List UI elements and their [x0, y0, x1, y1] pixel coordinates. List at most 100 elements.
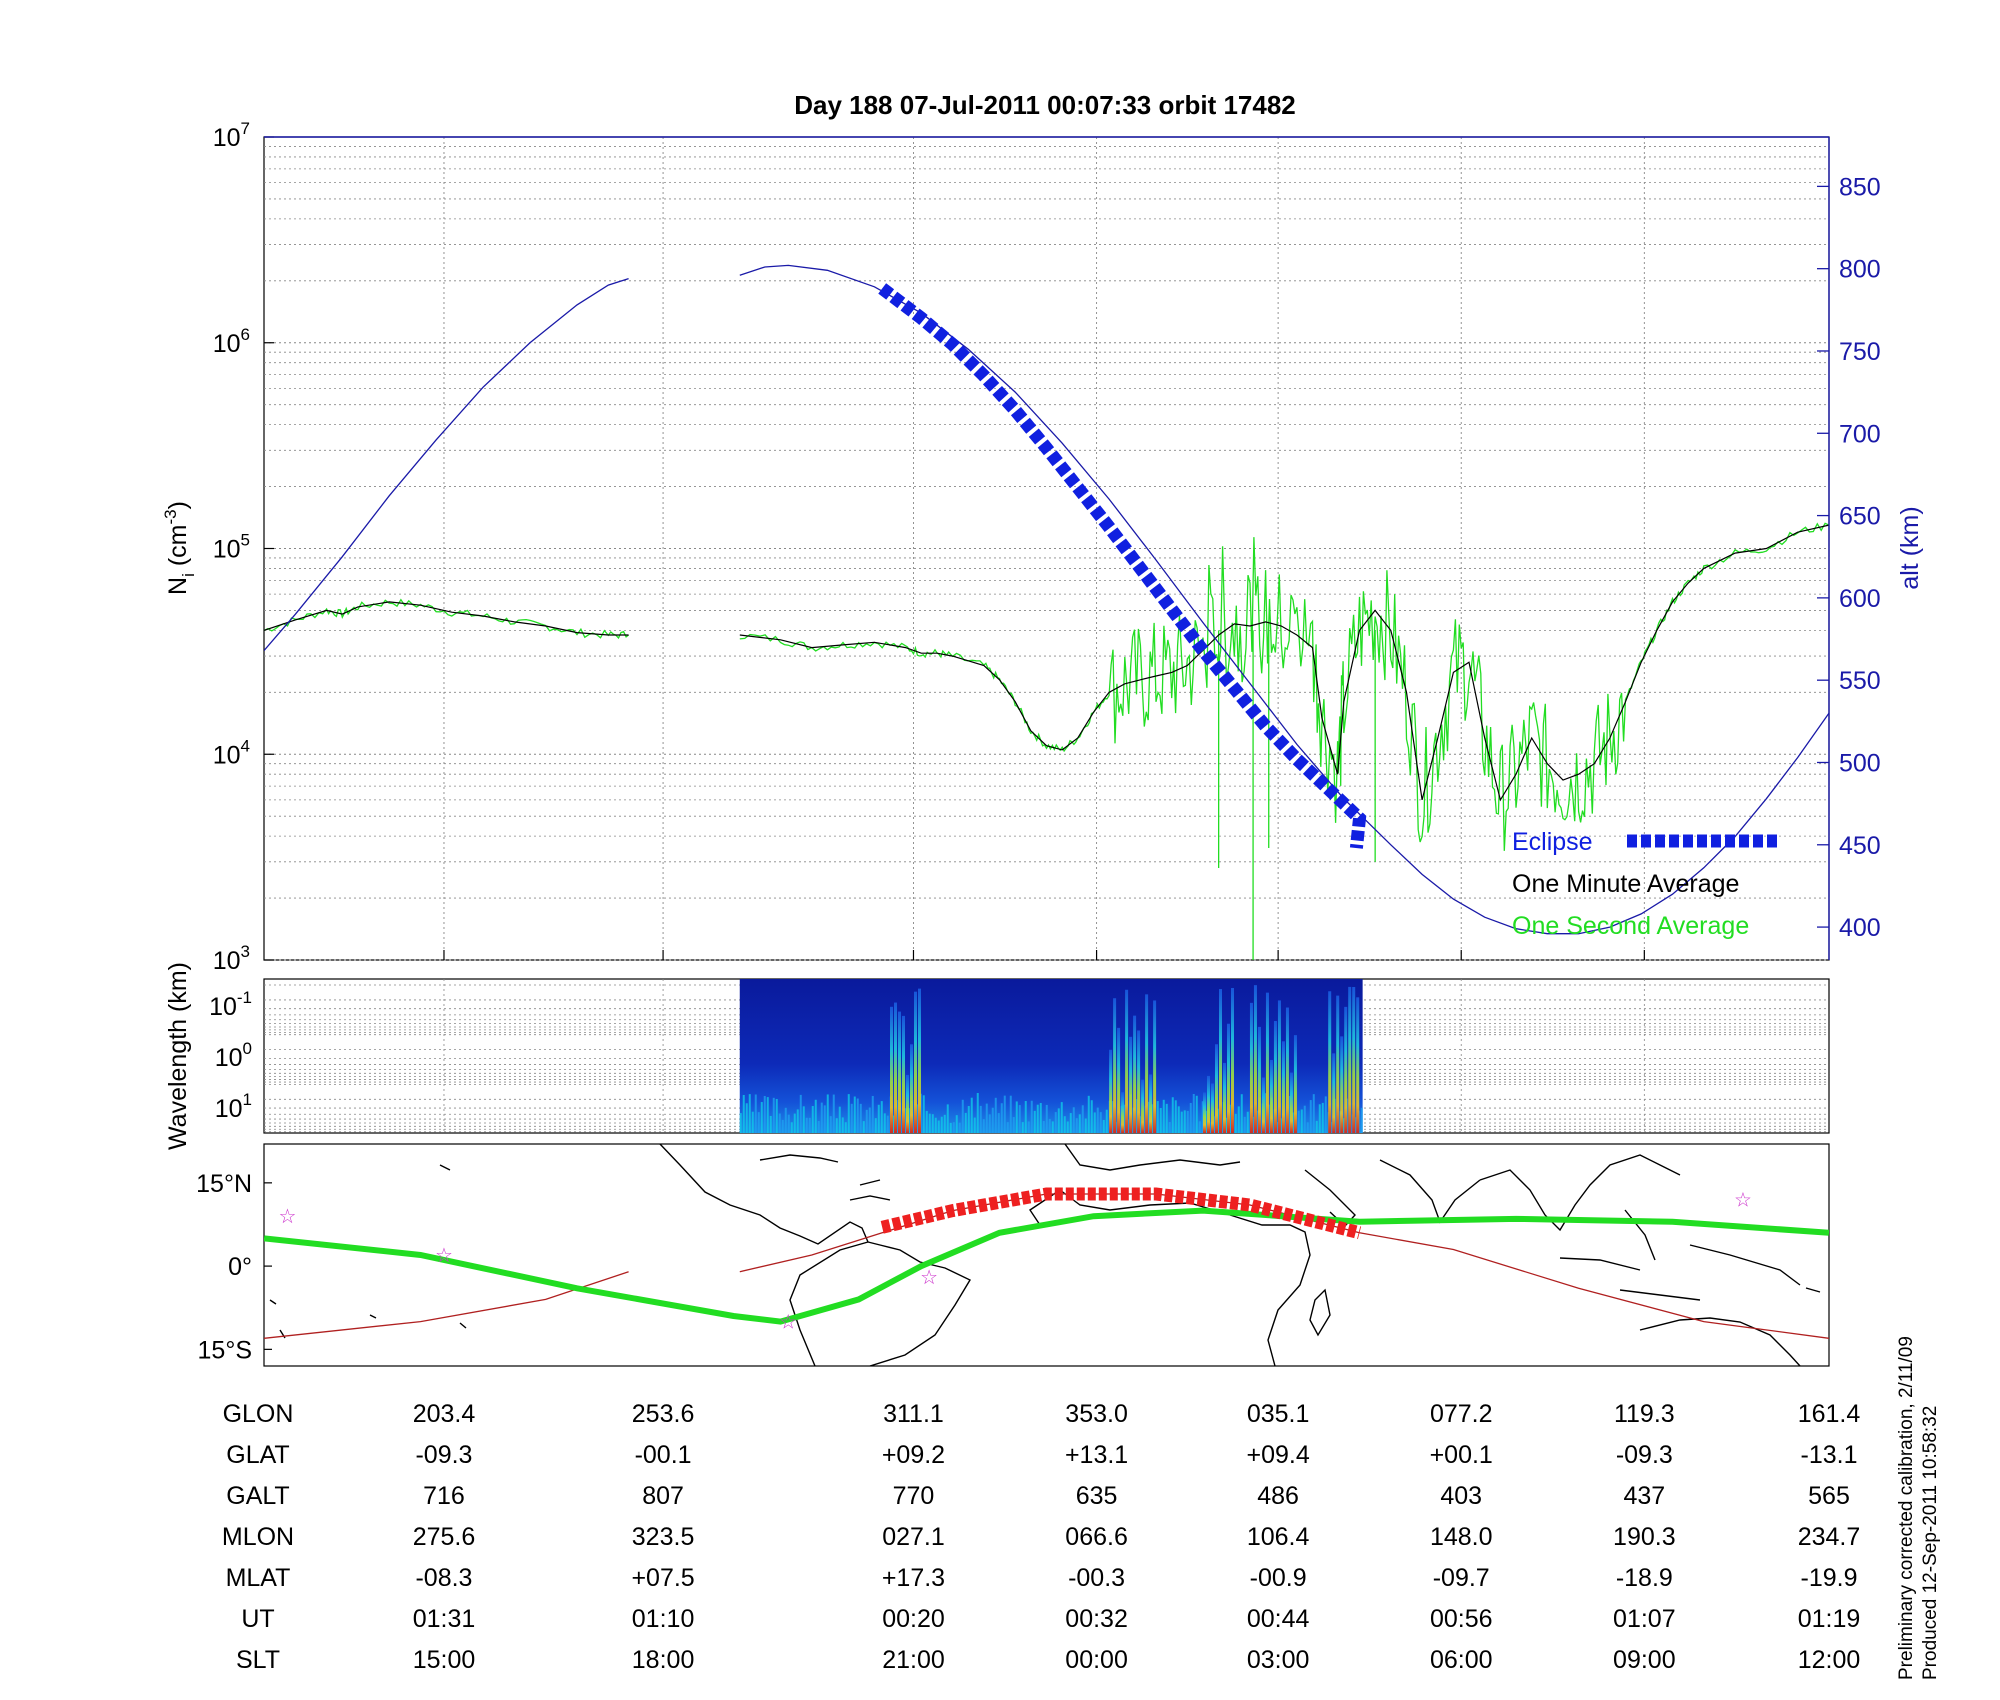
- table-cell: +00.1: [1430, 1441, 1493, 1469]
- table-cell: 148.0: [1430, 1523, 1493, 1551]
- table-cell: +07.5: [631, 1564, 694, 1592]
- spectrogram-column: [1165, 1103, 1168, 1133]
- table-row-label: GLON: [223, 1400, 294, 1428]
- density-series: [264, 264, 1829, 960]
- spectrogram-column: [1009, 1095, 1012, 1133]
- table-cell: 03:00: [1247, 1646, 1310, 1674]
- spectrogram-column: [970, 1097, 973, 1133]
- spectrogram-column: [1225, 1117, 1228, 1133]
- spectrogram-column: [1012, 1117, 1015, 1133]
- spectrogram-active-column: [1113, 998, 1117, 1133]
- density-tick-label: 104: [213, 736, 250, 769]
- spectrogram-active-column: [1277, 1000, 1281, 1133]
- orbit-ground-track: [264, 1271, 629, 1339]
- spectrogram-column: [1330, 1121, 1333, 1133]
- spectrogram-column: [802, 1106, 805, 1133]
- table-cell: +09.4: [1246, 1441, 1309, 1469]
- spectrogram-column: [883, 1113, 886, 1133]
- table-cell: +09.2: [882, 1441, 945, 1469]
- legend-eclipse-label: Eclipse: [1512, 828, 1593, 856]
- spectrogram-active-column: [1253, 985, 1257, 1133]
- spectrogram-column: [844, 1122, 847, 1133]
- spectrogram-column: [1135, 1099, 1138, 1133]
- spectrogram-active-column: [1281, 1041, 1285, 1133]
- spectrogram-column: [745, 1103, 748, 1133]
- spectrogram-column: [1066, 1121, 1069, 1133]
- table-cell: 01:19: [1798, 1605, 1861, 1633]
- spectrogram-column: [760, 1102, 763, 1133]
- spectrogram-column: [820, 1102, 823, 1133]
- table-cell: 00:44: [1247, 1605, 1310, 1633]
- spectrogram-column: [931, 1114, 934, 1133]
- altitude-tick-label: 450: [1839, 832, 1881, 860]
- spectrogram-active-column: [1125, 989, 1129, 1133]
- table-cell: 15:00: [413, 1646, 476, 1674]
- spectrogram-column: [1078, 1114, 1081, 1133]
- spectrogram-column: [835, 1118, 838, 1133]
- spectrogram-column: [868, 1107, 871, 1133]
- spectrogram-active-column: [1328, 991, 1332, 1133]
- table-cell: 119.3: [1614, 1400, 1675, 1428]
- spectrogram-column: [1042, 1120, 1045, 1133]
- table-cell: 027.1: [882, 1523, 945, 1551]
- spectrogram-column: [757, 1112, 760, 1133]
- spectrogram-column: [1069, 1113, 1072, 1133]
- spectrogram-column: [877, 1104, 880, 1133]
- spectrogram-column: [1309, 1100, 1312, 1133]
- spectrogram-y-ticks: 10-1 100 101: [209, 988, 252, 1123]
- spectrogram-active-column: [1207, 1075, 1210, 1133]
- spectrogram-column: [874, 1118, 877, 1133]
- spectrogram-column: [838, 1106, 841, 1133]
- spectrogram-active-column: [1219, 989, 1222, 1133]
- spectrogram-column: [1018, 1105, 1021, 1133]
- spectrogram-column: [1015, 1101, 1018, 1133]
- spectrogram-column: [1036, 1104, 1039, 1133]
- table-row-label: GLAT: [226, 1441, 289, 1469]
- table-cell: 00:56: [1430, 1605, 1493, 1633]
- spectrogram-column: [1297, 1110, 1300, 1133]
- density-tick-label: 107: [213, 119, 250, 152]
- spectrogram-column: [940, 1116, 943, 1133]
- spectrogram-active-column: [1121, 1092, 1125, 1133]
- table-cell: -18.9: [1616, 1564, 1673, 1592]
- table-cell: 00:20: [882, 1605, 945, 1633]
- table-cell: -09.3: [1616, 1441, 1673, 1469]
- one-second-average-line: [739, 522, 1829, 851]
- coastlines: [269, 1144, 1821, 1366]
- table-cell: 311.1: [883, 1400, 944, 1428]
- spectrogram-active-column: [1223, 1062, 1226, 1133]
- spectrogram-active-column: [1227, 1023, 1230, 1133]
- spectrogram-column: [1177, 1106, 1180, 1133]
- table-row-label: GALT: [226, 1482, 289, 1510]
- spectrogram-active-column: [910, 1044, 913, 1133]
- spectrogram-column: [985, 1103, 988, 1133]
- spectrogram-active-column: [1344, 1006, 1348, 1133]
- map-frame: [263, 1143, 1830, 1367]
- altitude-tick-label: 750: [1839, 338, 1881, 366]
- spectrogram-column: [1081, 1105, 1084, 1133]
- coast-north-america: [659, 1144, 869, 1245]
- table-cell: 21:00: [882, 1646, 945, 1674]
- spectrogram-column: [1312, 1094, 1315, 1133]
- table-cell: 12:00: [1798, 1646, 1861, 1674]
- spectrogram-column: [1192, 1093, 1195, 1133]
- magnetic-equator-track: [264, 1207, 1829, 1325]
- spectrogram-column: [1051, 1121, 1054, 1133]
- spectrogram-column: [1099, 1112, 1102, 1133]
- table-cell: -08.3: [415, 1564, 472, 1592]
- spectrogram-image: [739, 979, 1363, 1133]
- spectrogram-active-column: [1269, 1059, 1273, 1133]
- spectrogram-column: [856, 1098, 859, 1133]
- spectrogram-column: [1090, 1100, 1093, 1133]
- spectrogram-column: [1180, 1111, 1183, 1133]
- star-icon: ☆: [920, 1267, 938, 1289]
- spectrogram-column: [766, 1097, 769, 1133]
- altitude-tick-label: 400: [1839, 914, 1881, 942]
- coast-southeast-asia: [1479, 1154, 1801, 1301]
- spectrogram-column: [832, 1094, 835, 1133]
- spectrogram-column: [943, 1114, 946, 1133]
- spectrogram-column: [1237, 1106, 1240, 1133]
- table-cell: 01:07: [1613, 1605, 1676, 1633]
- spectrogram-column: [784, 1107, 787, 1133]
